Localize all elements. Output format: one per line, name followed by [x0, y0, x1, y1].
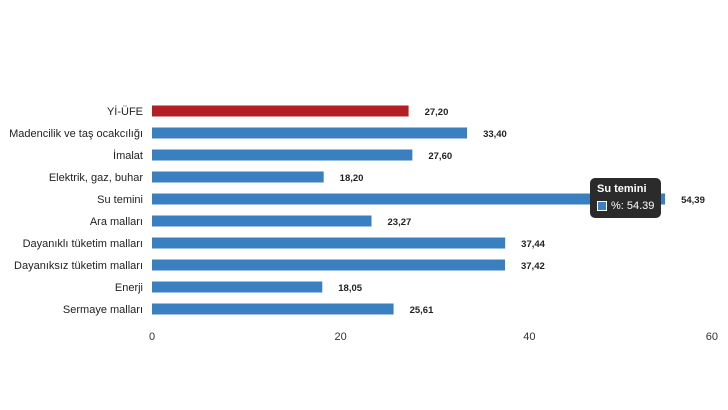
value-label: 27,60 [428, 151, 452, 162]
tooltip-title: Su temini [597, 183, 647, 195]
x-tick-label: 40 [523, 331, 535, 343]
category-label: Madencilik ve taş ocakcılığı [9, 128, 143, 140]
bar[interactable] [152, 105, 409, 117]
category-label: Enerji [115, 282, 143, 294]
value-label: 37,42 [521, 261, 545, 272]
value-label: 18,20 [340, 173, 364, 184]
bar[interactable] [152, 149, 413, 161]
category-label: Elektrik, gaz, buhar [49, 172, 143, 184]
value-label: 54,39 [681, 195, 705, 206]
chart-tooltip: Su temini %: 54.39 [590, 178, 662, 218]
category-label: Yİ-ÜFE [107, 105, 143, 118]
x-tick-label: 0 [149, 331, 155, 343]
value-label: 23,27 [388, 217, 412, 228]
category-label: Dayanıksız tüketim malları [14, 260, 143, 272]
category-label: Su temini [97, 194, 143, 206]
bar[interactable] [152, 171, 324, 183]
tooltip-value: %: 54.39 [611, 200, 655, 212]
bar[interactable] [152, 259, 505, 271]
value-label: 18,05 [338, 283, 362, 294]
bar[interactable] [152, 215, 372, 227]
x-tick-label: 20 [335, 331, 347, 343]
bar[interactable] [152, 127, 468, 139]
value-label: 27,20 [425, 107, 449, 118]
x-tick-label: 60 [706, 331, 718, 343]
value-label: 33,40 [483, 129, 507, 140]
bar[interactable] [152, 281, 323, 293]
value-label: 25,61 [410, 305, 434, 316]
value-label: 37,44 [521, 239, 545, 250]
bar[interactable] [152, 303, 394, 315]
category-label: Dayanıklı tüketim malları [23, 238, 143, 250]
tooltip-color-swatch [597, 201, 607, 211]
bar[interactable] [152, 193, 666, 205]
category-label: İmalat [113, 149, 143, 162]
bar[interactable] [152, 237, 506, 249]
category-label: Ara malları [90, 216, 143, 228]
tooltip-row: %: 54.39 [597, 200, 654, 212]
category-label: Sermaye malları [63, 304, 143, 316]
